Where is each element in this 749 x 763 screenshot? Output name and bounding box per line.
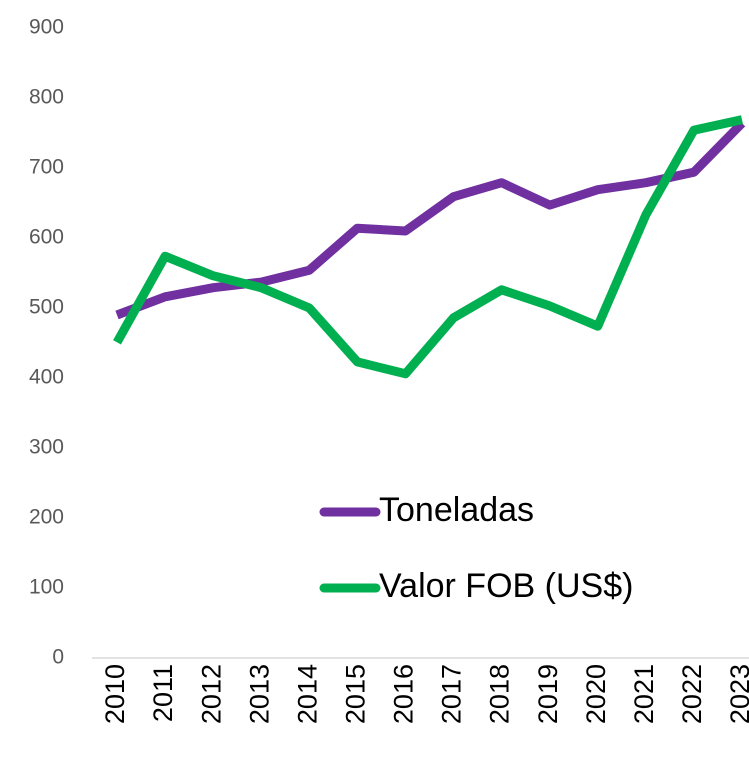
series-line (115, 120, 746, 320)
x-tick-label: 2016 (389, 664, 419, 724)
x-tick-label: 2018 (485, 664, 515, 724)
y-tick-label: 500 (29, 296, 64, 319)
series-line (113, 115, 743, 379)
y-tick-label: 300 (29, 436, 64, 459)
x-tick-label: 2015 (341, 664, 371, 724)
x-tick-label: 2014 (292, 664, 322, 724)
x-tick-label: 2011 (148, 664, 178, 722)
y-tick-label: 900 (29, 16, 64, 39)
y-tick-label: 200 (29, 506, 64, 529)
x-tick-label: 2023 (725, 664, 749, 724)
y-tick-label: 400 (29, 366, 64, 389)
y-tick-label: 800 (29, 86, 64, 109)
x-tick-label: 2022 (677, 664, 707, 724)
x-tick-label: 2017 (437, 664, 467, 724)
legend-label: Toneladas (379, 491, 534, 529)
y-tick-label: 100 (29, 576, 64, 599)
x-tick-label: 2010 (100, 664, 130, 724)
y-tick-label: 0 (52, 646, 64, 669)
legend-label: Valor FOB (US$) (379, 567, 633, 605)
y-tick-label: 700 (29, 156, 64, 179)
x-tick-label: 2021 (629, 664, 659, 724)
x-tick-label: 2019 (533, 664, 563, 724)
y-tick-label: 600 (29, 226, 64, 249)
x-tick-label: 2013 (244, 664, 274, 724)
x-tick-label: 2012 (196, 664, 226, 724)
x-tick-label: 2020 (581, 664, 611, 724)
